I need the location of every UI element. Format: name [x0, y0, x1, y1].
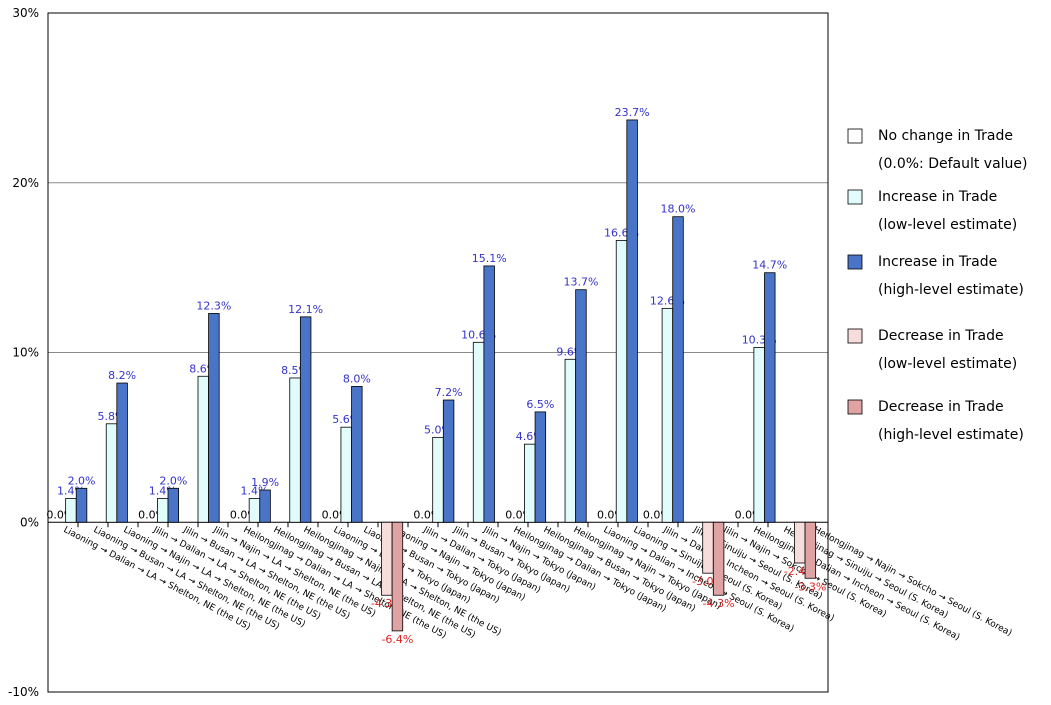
bar-dec-high	[391, 521, 404, 632]
bar-inc-low	[661, 307, 674, 523]
data-label: 18.0%	[661, 203, 696, 216]
legend-label: Increase in Trade	[878, 189, 997, 205]
bar-inc-high	[259, 489, 271, 523]
data-label: 1.9%	[251, 476, 279, 489]
bar-inc-high	[208, 313, 220, 523]
bar-inc-high	[351, 386, 363, 523]
data-label: 12.1%	[288, 303, 323, 316]
legend-label-detail: (0.0%: Default value)	[878, 156, 1028, 172]
data-label: 13.7%	[563, 276, 598, 289]
y-tick-label: -10%	[8, 685, 39, 699]
y-tick-label: 30%	[12, 6, 39, 20]
bar-inc-high	[483, 265, 495, 523]
legend-swatch-dec-high	[847, 399, 863, 415]
bar-inc-low	[472, 341, 485, 523]
bar-inc-high	[764, 272, 776, 523]
bar-inc-low	[753, 347, 765, 523]
legend-label-detail: (high-level estimate)	[878, 427, 1024, 443]
bar-dec-low	[381, 521, 393, 596]
data-label: 2.0%	[68, 474, 96, 487]
bar-inc-low	[197, 375, 209, 523]
y-tick-label: 10%	[12, 346, 39, 360]
y-tick-label: 20%	[12, 176, 39, 190]
bar-inc-high	[299, 316, 312, 523]
legend-label-detail: (low-level estimate)	[878, 217, 1017, 233]
legend-swatch-inc-low	[847, 189, 863, 205]
bar-dec-low	[702, 521, 714, 574]
bar-inc-high	[534, 411, 547, 523]
legend-label: No change in Trade	[878, 128, 1013, 144]
data-label: 8.2%	[108, 369, 136, 382]
bar-inc-low	[289, 377, 301, 523]
data-label: 2.0%	[159, 474, 187, 487]
data-label: 8.0%	[343, 372, 371, 385]
bar-inc-low	[564, 358, 577, 523]
bar-inc-high	[672, 216, 684, 523]
bar-inc-low	[524, 443, 536, 523]
bar-inc-low	[615, 240, 628, 523]
data-label: -4.3%	[703, 597, 735, 610]
data-label: 14.7%	[752, 259, 787, 272]
data-label: 15.1%	[472, 252, 507, 265]
bar-inc-low	[65, 498, 77, 523]
bar-inc-high	[575, 289, 587, 523]
data-label: 23.7%	[615, 106, 650, 119]
legend-label: Decrease in Trade	[878, 399, 1004, 415]
legend-label-detail: (low-level estimate)	[878, 356, 1017, 372]
data-label: 12.3%	[196, 299, 231, 312]
bar-dec-high	[712, 521, 725, 596]
bar-dec-high	[804, 521, 817, 579]
legend-label: Increase in Trade	[878, 254, 997, 270]
bar-inc-high	[116, 382, 128, 523]
bar-inc-low	[105, 423, 118, 523]
plot-area	[47, 12, 829, 693]
legend-label-detail: (high-level estimate)	[878, 282, 1024, 298]
data-label: -3.3%	[794, 580, 826, 593]
bar-inc-low	[432, 436, 444, 523]
legend-label: Decrease in Trade	[878, 328, 1004, 344]
bar-inc-low	[248, 498, 261, 523]
data-label: -6.4%	[381, 633, 413, 646]
bar-inc-high	[167, 487, 180, 523]
bar-inc-high	[442, 399, 455, 523]
bar-inc-low	[340, 426, 352, 523]
legend-swatch-none	[847, 128, 863, 144]
bar-inc-high	[626, 119, 638, 523]
legend-swatch-dec-low	[847, 328, 863, 344]
data-label: 7.2%	[435, 386, 463, 399]
data-label: 6.5%	[526, 398, 554, 411]
bar-inc-high	[75, 487, 88, 523]
bar-inc-low	[157, 498, 169, 523]
y-tick-label: 0%	[20, 515, 39, 529]
bar-dec-low	[794, 521, 806, 564]
legend-swatch-inc-high	[847, 254, 863, 270]
